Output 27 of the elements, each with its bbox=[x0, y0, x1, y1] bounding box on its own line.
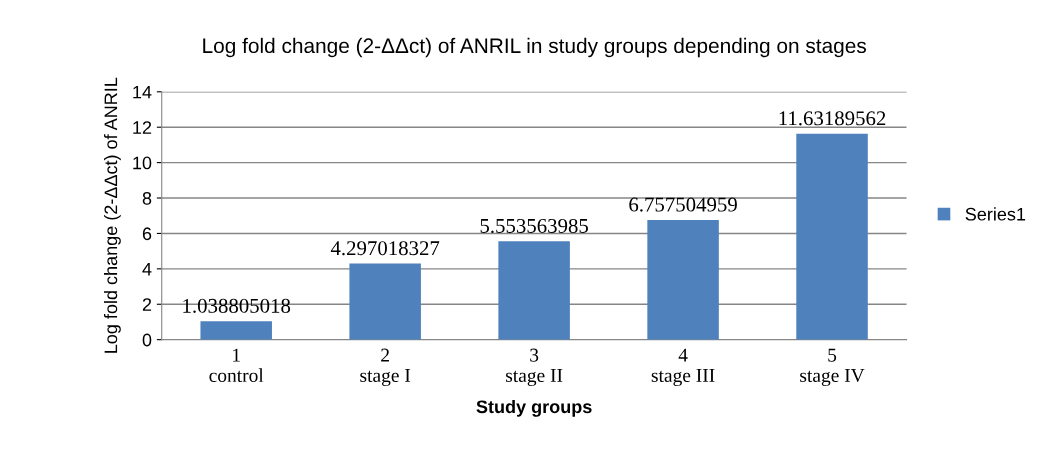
x-tick-label: 2 stage I bbox=[360, 348, 411, 387]
x-tick-label: 1 control bbox=[209, 348, 264, 383]
bar bbox=[647, 220, 719, 340]
data-label: 1.038805018 bbox=[183, 298, 291, 313]
x-tick-label: 3 stage II bbox=[506, 348, 563, 387]
y-tick-label: 2 bbox=[142, 298, 152, 311]
data-label: 11.63189562 bbox=[779, 111, 886, 126]
y-tick-label: 4 bbox=[142, 262, 152, 276]
x-tick-label: 5 stage IV bbox=[800, 348, 865, 387]
bar bbox=[349, 263, 421, 340]
y-tick-label: 14 bbox=[133, 85, 152, 99]
y-tick-label: 8 bbox=[142, 191, 152, 205]
bar bbox=[796, 133, 868, 340]
y-tick-label: 6 bbox=[142, 227, 152, 241]
data-label: 5.553563985 bbox=[480, 218, 588, 234]
data-label: 4.297018327 bbox=[330, 241, 440, 256]
data-label: 6.757504959 bbox=[629, 197, 737, 212]
y-tick-label: 0 bbox=[142, 333, 152, 347]
y-tick-label: 12 bbox=[133, 121, 152, 134]
bar bbox=[200, 321, 272, 340]
bar bbox=[498, 241, 570, 340]
x-axis-title: Study groups bbox=[476, 399, 592, 417]
y-tick-label: 10 bbox=[133, 156, 152, 170]
y-axis-title: Log fold change (2-ΔΔct) of ANRIL bbox=[103, 77, 121, 353]
chart-title: Log fold change (2-ΔΔct) of ANRIL in study groups depending on stages bbox=[203, 37, 866, 58]
x-tick-label: 4 stage III bbox=[651, 348, 715, 387]
legend-label: Series1 bbox=[965, 207, 1026, 221]
